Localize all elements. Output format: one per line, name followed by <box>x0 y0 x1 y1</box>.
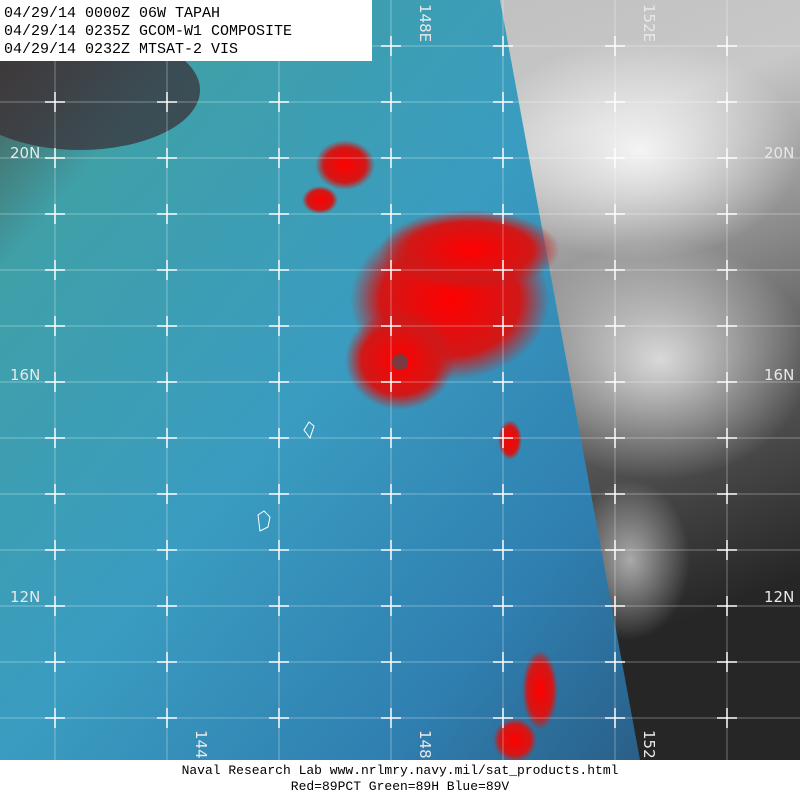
footer-line: Red=89PCT Green=89H Blue=89V <box>291 779 510 794</box>
lat-label: 16N <box>10 366 40 384</box>
lon-label: 148E <box>416 4 434 42</box>
lon-label: 148E <box>416 730 434 768</box>
graticule <box>0 0 800 760</box>
lat-label: 20N <box>10 144 40 162</box>
imagery <box>0 0 800 762</box>
lat-label: 12N <box>764 588 794 606</box>
lon-label: 152E <box>640 730 658 768</box>
footer-box <box>0 760 800 800</box>
lat-label: 20N <box>764 144 794 162</box>
header-line: 04/29/14 0232Z MTSAT-2 VIS <box>4 41 238 58</box>
lat-label: 12N <box>10 588 40 606</box>
header-line: 04/29/14 0000Z 06W TAPAH <box>4 5 220 22</box>
header-line: 04/29/14 0235Z GCOM-W1 COMPOSITE <box>4 23 292 40</box>
lon-label: 152E <box>640 4 658 42</box>
footer-line: Naval Research Lab www.nrlmry.navy.mil/s… <box>182 763 619 778</box>
lat-label: 16N <box>764 366 794 384</box>
lon-label: 144E <box>192 730 210 768</box>
header-box <box>0 0 372 61</box>
